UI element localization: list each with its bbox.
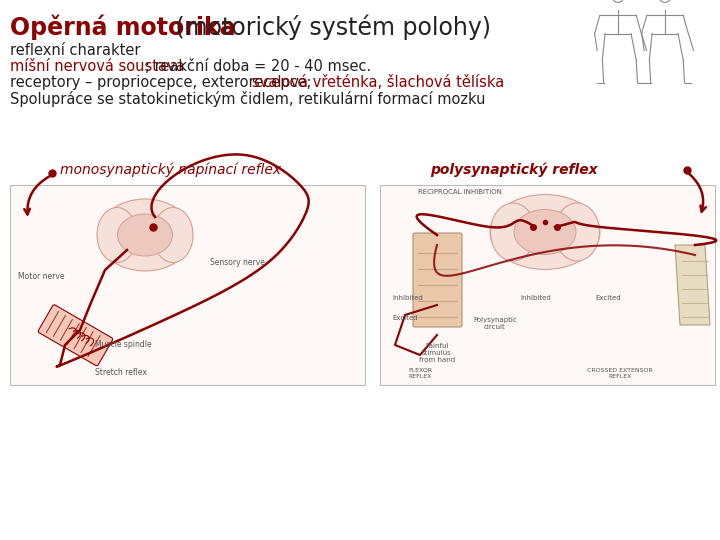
Ellipse shape [490,194,600,269]
Text: Sensory nerve: Sensory nerve [210,258,265,267]
Text: RECIPROCAL INHIBITION: RECIPROCAL INHIBITION [418,189,502,195]
Text: monosynaptický napínací reflex: monosynaptický napínací reflex [60,163,281,177]
Ellipse shape [554,203,600,261]
Text: reflexní charakter: reflexní charakter [10,43,140,58]
Text: Spolupráce se statokinetickým čidlem, retikulární formací mozku: Spolupráce se statokinetickým čidlem, re… [10,91,485,107]
Bar [380,185,715,385]
Text: Motor nerve: Motor nerve [18,272,65,281]
Text: Opěrná motorika: Opěrná motorika [10,14,235,39]
Text: Stretch reflex: Stretch reflex [95,368,147,377]
Text: Excited: Excited [392,315,418,321]
Text: FLEXOR
REFLEX: FLEXOR REFLEX [408,368,432,379]
Ellipse shape [153,207,193,262]
Polygon shape [675,245,710,325]
Text: ; reakční doba = 20 - 40 msec.: ; reakční doba = 20 - 40 msec. [145,59,372,74]
Text: míšní nervová soustava: míšní nervová soustava [10,59,184,74]
Text: polysynaptický reflex: polysynaptický reflex [430,163,598,177]
Text: Muscle spindle: Muscle spindle [95,340,152,349]
FancyBboxPatch shape [38,305,112,366]
Text: Inhibited: Inhibited [392,295,423,301]
Text: svalová vřeténka, šlachová tělíska: svalová vřeténka, šlachová tělíska [252,75,504,90]
Ellipse shape [97,199,192,271]
Text: CROSSED EXTENSOR
REFLEX: CROSSED EXTENSOR REFLEX [587,368,653,379]
Ellipse shape [97,207,137,262]
Ellipse shape [514,210,576,254]
Text: receptory – propriocepce, exterorecepce;: receptory – propriocepce, exterorecepce; [10,75,316,90]
Bar [10,185,365,385]
Text: Excited: Excited [595,295,621,301]
Text: (motorický systém polohy): (motorický systém polohy) [168,14,491,39]
Text: Inhibited: Inhibited [520,295,551,301]
Ellipse shape [490,203,536,261]
Text: Painful
stimulus
from hand: Painful stimulus from hand [419,343,455,363]
Text: Polysynaptic
circuit: Polysynaptic circuit [473,317,517,330]
Ellipse shape [117,214,173,256]
FancyBboxPatch shape [413,233,462,327]
